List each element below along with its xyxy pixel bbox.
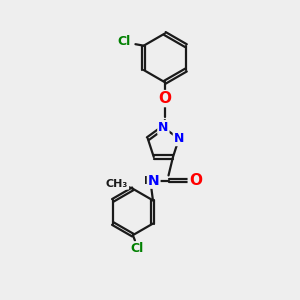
Text: Cl: Cl: [118, 35, 131, 48]
Text: O: O: [189, 173, 202, 188]
Text: CH₃: CH₃: [106, 179, 128, 189]
Text: N: N: [158, 121, 169, 134]
Text: O: O: [158, 91, 171, 106]
Text: N: N: [174, 132, 184, 145]
Text: Cl: Cl: [131, 242, 144, 255]
Text: H: H: [144, 176, 153, 186]
Text: N: N: [148, 174, 160, 188]
